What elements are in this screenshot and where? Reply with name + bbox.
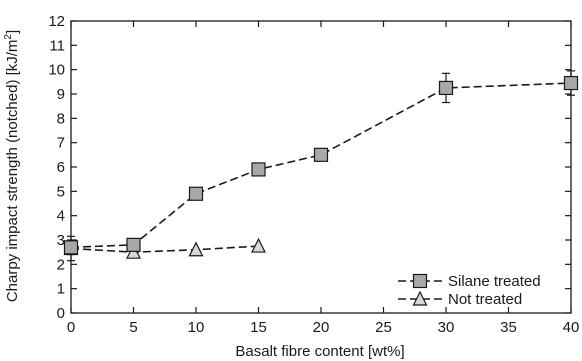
x-tick-label: 30 — [438, 319, 455, 336]
y-tick-label: 12 — [48, 13, 65, 30]
data-point — [251, 237, 266, 253]
data-point — [63, 240, 79, 255]
legend-item: Not treated — [398, 290, 522, 308]
y-tick-label: 9 — [57, 86, 65, 103]
data-point — [313, 147, 329, 162]
y-axis-title-suffix: ] — [4, 30, 21, 34]
x-tick-label: 40 — [563, 319, 580, 336]
y-tick-label: 5 — [57, 183, 65, 200]
series-line — [70, 245, 259, 253]
x-tick-label: 5 — [129, 319, 137, 336]
data-layer — [63, 70, 579, 262]
y-tick-label: 6 — [57, 159, 65, 176]
y-tick-label: 1 — [57, 281, 65, 298]
legend-label: Silane treated — [448, 273, 541, 290]
y-axis-title-main: Charpy impact strength (notched) [kJ/m — [4, 40, 21, 303]
plot-area — [70, 20, 572, 314]
data-point — [563, 75, 579, 91]
x-tick-label: 35 — [500, 319, 517, 336]
data-point — [188, 186, 204, 201]
y-tick-label: 11 — [49, 37, 65, 54]
data-point — [188, 241, 204, 257]
legend-label: Not treated — [448, 291, 522, 308]
y-axis-title: Charpy impact strength (notched) [kJ/m2] — [3, 30, 21, 302]
y-axis-title-sup: 2 — [3, 34, 14, 40]
series-silane-treated — [63, 70, 579, 256]
x-tick-label: 25 — [375, 319, 392, 336]
y-tick-label: 10 — [48, 62, 65, 79]
y-tick-label: 2 — [57, 256, 65, 273]
y-tick-label: 4 — [57, 208, 65, 225]
plot-frame — [70, 20, 572, 314]
y-tick-label: 8 — [57, 110, 65, 127]
x-tick-label: 0 — [67, 319, 75, 336]
x-tick-label: 10 — [188, 319, 205, 336]
data-point — [251, 162, 266, 177]
x-axis-title: Basalt fibre content [wt%] — [235, 343, 404, 360]
y-tick-label: 7 — [57, 135, 65, 152]
y-tick-label: 3 — [57, 232, 65, 249]
legend-marker — [412, 290, 428, 306]
series-not-treated — [63, 235, 266, 262]
legend-marker — [412, 273, 428, 289]
series-line — [70, 82, 572, 249]
x-tick-label: 15 — [250, 319, 267, 336]
x-tick-label: 20 — [313, 319, 330, 336]
data-point — [438, 80, 454, 96]
legend-item: Silane treated — [398, 273, 541, 290]
y-tick-label: 0 — [57, 305, 65, 322]
data-point — [126, 237, 141, 252]
